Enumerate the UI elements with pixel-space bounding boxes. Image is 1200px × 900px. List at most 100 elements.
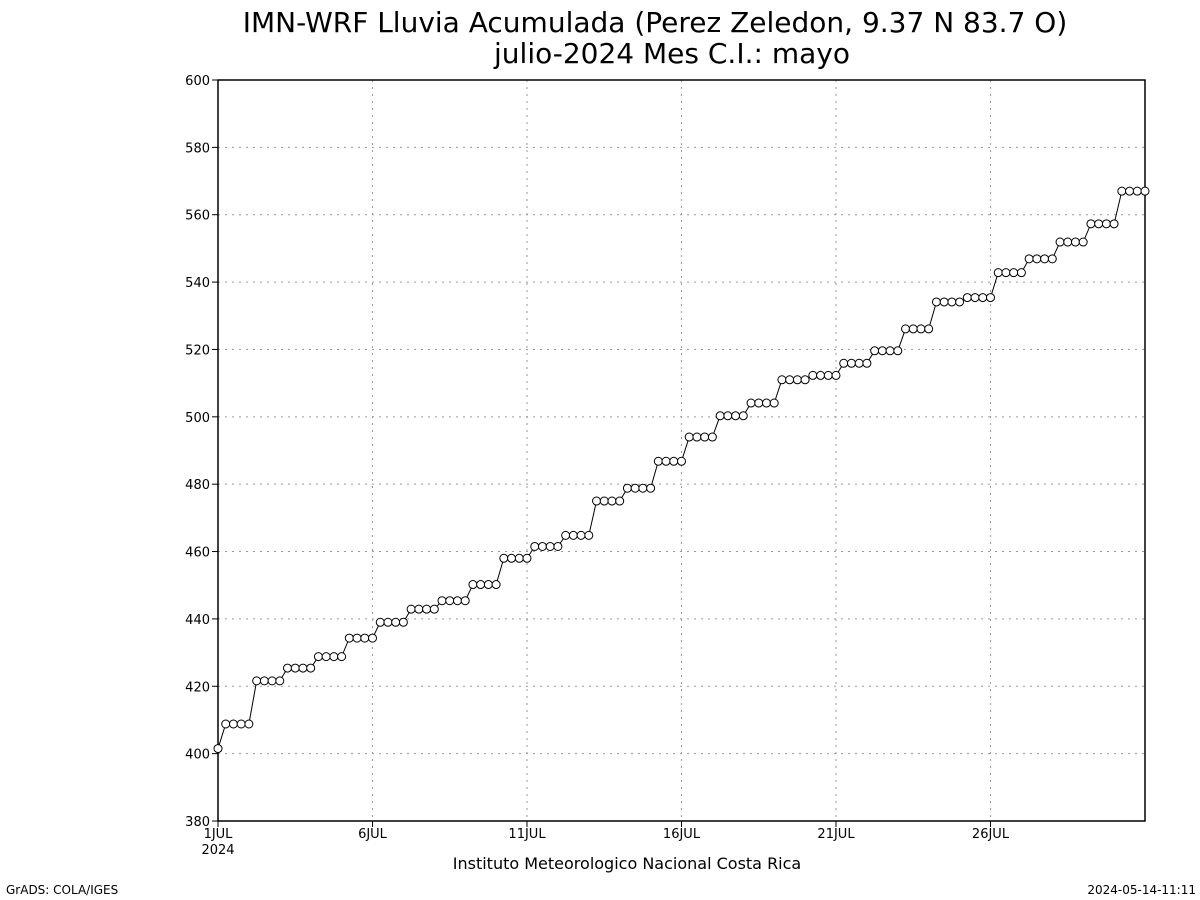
data-point — [537, 541, 547, 551]
x-tick-label: 26JUL — [972, 827, 1010, 842]
data-point — [383, 617, 393, 627]
y-tick-label: 560 — [185, 209, 210, 224]
data-point — [1070, 237, 1080, 247]
data-point — [885, 346, 895, 356]
data-point — [908, 324, 918, 334]
data-point — [259, 676, 269, 686]
data-point — [955, 297, 965, 307]
data-point — [646, 483, 656, 493]
data-point — [846, 358, 856, 368]
data-point — [993, 268, 1003, 278]
data-point — [638, 483, 648, 493]
data-point — [267, 676, 277, 686]
x-tick-label: 21JUL — [817, 827, 855, 842]
data-point — [792, 375, 802, 385]
y-tick-label: 420 — [185, 680, 210, 695]
data-point — [630, 483, 640, 493]
data-point — [561, 530, 571, 540]
data-point — [592, 496, 602, 506]
data-point — [483, 580, 493, 590]
data-point — [1086, 219, 1096, 229]
data-point — [731, 411, 741, 421]
data-point — [1016, 268, 1026, 278]
data-point — [785, 375, 795, 385]
data-point — [422, 604, 432, 614]
data-point — [962, 293, 972, 303]
y-tick-label: 480 — [185, 478, 210, 493]
data-point — [707, 432, 717, 442]
series-points — [213, 186, 1150, 754]
data-point — [1094, 219, 1104, 229]
data-point — [931, 297, 941, 307]
data-point — [816, 370, 826, 380]
data-point — [321, 652, 331, 662]
data-point — [545, 541, 555, 551]
data-point — [986, 293, 995, 303]
data-point — [870, 346, 880, 356]
data-point — [290, 663, 300, 673]
y-tick-label: 380 — [185, 815, 210, 830]
data-point — [337, 652, 347, 662]
data-point — [1047, 254, 1057, 264]
data-point — [476, 580, 486, 590]
data-point — [306, 663, 316, 673]
data-point — [360, 633, 370, 643]
data-point — [901, 324, 911, 334]
data-point — [236, 719, 246, 729]
data-point — [507, 553, 517, 563]
data-point — [352, 633, 362, 643]
data-point — [329, 652, 339, 662]
data-point — [924, 324, 934, 334]
x-tick-label: 16JUL — [663, 827, 701, 842]
y-tick-label: 400 — [185, 748, 210, 763]
data-point — [893, 346, 903, 356]
data-point — [746, 398, 756, 408]
data-point — [862, 358, 872, 368]
x-tick-label: 11JUL — [508, 827, 546, 842]
data-point — [761, 398, 771, 408]
data-point — [1117, 186, 1127, 196]
data-point — [800, 375, 810, 385]
data-point — [669, 456, 679, 466]
data-point — [1055, 237, 1065, 247]
data-point — [368, 633, 377, 643]
data-point — [839, 358, 849, 368]
data-point — [275, 676, 285, 686]
data-point — [947, 297, 957, 307]
footer-right: 2024-05-14-11:11 — [1087, 883, 1196, 897]
data-point — [298, 663, 308, 673]
data-point — [754, 398, 764, 408]
data-point — [599, 496, 609, 506]
data-point — [622, 483, 632, 493]
data-point — [584, 530, 594, 540]
x-tick-label: 1JUL — [204, 827, 234, 842]
data-point — [576, 530, 586, 540]
data-point — [970, 293, 980, 303]
data-point — [1024, 254, 1034, 264]
y-tick-label: 580 — [185, 141, 210, 156]
data-point — [1078, 237, 1088, 247]
data-point — [692, 432, 702, 442]
data-point — [607, 496, 617, 506]
data-point — [460, 596, 470, 606]
data-point — [777, 375, 787, 385]
data-point — [252, 676, 262, 686]
y-axis: 380 400 420 440 460 480 500 520 540 560 580 600 — [185, 74, 218, 830]
data-point — [661, 456, 671, 466]
y-tick-label: 500 — [185, 411, 210, 426]
data-point — [530, 541, 540, 551]
plot-frame — [217, 79, 1146, 822]
data-point — [769, 398, 779, 408]
data-point — [445, 596, 455, 606]
data-point — [831, 370, 841, 380]
chart-title: IMN-WRF Lluvia Acumulada (Perez Zeledon,… — [243, 6, 1068, 39]
data-point — [1032, 254, 1042, 264]
data-point — [522, 553, 532, 563]
data-point — [1040, 254, 1050, 264]
data-point — [877, 346, 887, 356]
data-point — [514, 553, 524, 563]
data-point — [1109, 219, 1119, 229]
data-point — [221, 719, 231, 729]
data-point — [723, 411, 733, 421]
